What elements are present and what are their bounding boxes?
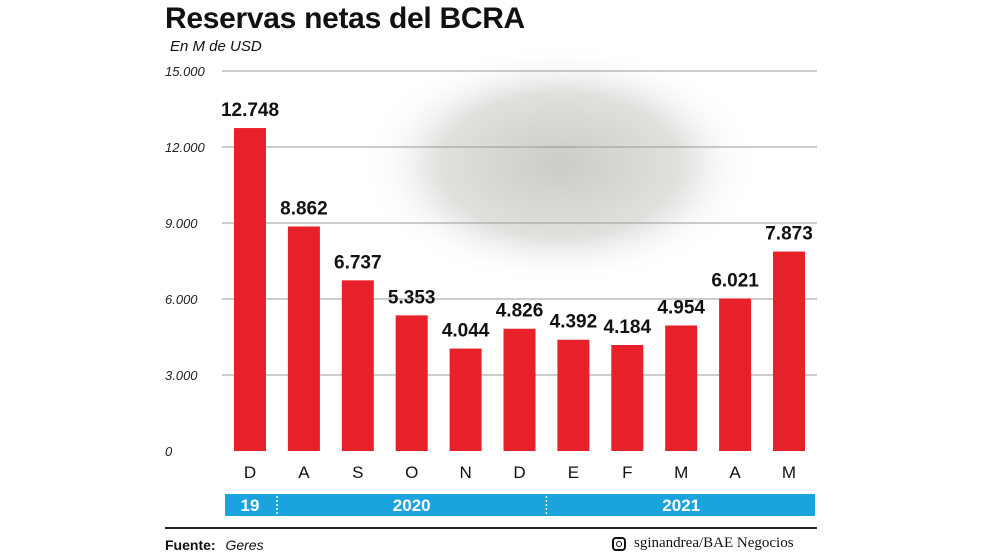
bar (234, 128, 266, 451)
chart-title: Reservas netas del BCRA (165, 2, 525, 35)
x-tick-label: S (352, 463, 363, 482)
banknote-backdrop (360, 45, 760, 285)
y-tick-label: 3.000 (165, 368, 198, 383)
footer-divider (165, 527, 817, 529)
bar (719, 298, 752, 451)
bar (449, 348, 482, 451)
x-tick-label: A (729, 463, 741, 482)
value-label: 6.737 (334, 252, 382, 273)
x-tick-label: F (622, 463, 632, 482)
bar-chart: 0 3.000 6.000 9.000 12.000 15.000 12.748 D 8.862… (165, 45, 817, 516)
value-label: 4.044 (442, 321, 490, 342)
credit-text: sginandrea/BAE Negocios (634, 535, 794, 551)
y-tick-label: 6.000 (165, 292, 198, 307)
value-label: 4.392 (550, 312, 598, 333)
source-label: Fuente: (165, 537, 216, 553)
value-label: 5.353 (388, 287, 436, 308)
source-value: Geres (225, 537, 264, 553)
value-label: 4.184 (604, 317, 652, 338)
x-tick-label: D (244, 463, 256, 482)
credit: sginandrea/BAE Negocios (612, 535, 794, 552)
year-label: 2020 (393, 496, 431, 515)
x-tick-label: A (298, 463, 310, 482)
instagram-icon (612, 536, 626, 551)
x-tick-label: M (674, 463, 688, 482)
x-tick-label: N (459, 463, 471, 482)
value-label: 4.826 (496, 301, 544, 322)
bar (287, 226, 320, 451)
y-tick-label: 0 (165, 444, 173, 459)
value-label: 4.954 (657, 297, 705, 318)
y-tick-label: 12.000 (165, 140, 206, 155)
bar (341, 280, 374, 451)
bar (773, 251, 805, 451)
bar (503, 328, 536, 451)
bar (611, 345, 644, 451)
chart-subtitle: En M de USD (170, 38, 262, 55)
year-label: 19 (241, 496, 260, 515)
x-tick-label: E (568, 463, 579, 482)
x-tick-label: M (782, 463, 796, 482)
value-label: 12.748 (221, 100, 279, 121)
y-tick-label: 9.000 (165, 216, 198, 231)
value-label: 8.862 (280, 198, 328, 219)
bar (557, 339, 590, 451)
value-label: 7.873 (765, 224, 813, 245)
year-label: 2021 (662, 496, 700, 515)
value-label: 6.021 (711, 270, 759, 291)
source-note: Fuente: Geres (165, 537, 264, 553)
bar (395, 315, 428, 451)
y-tick-label: 15.000 (165, 64, 206, 79)
bar (665, 325, 698, 451)
x-tick-label: O (405, 463, 418, 482)
year-band (225, 494, 815, 516)
x-tick-label: D (513, 463, 525, 482)
